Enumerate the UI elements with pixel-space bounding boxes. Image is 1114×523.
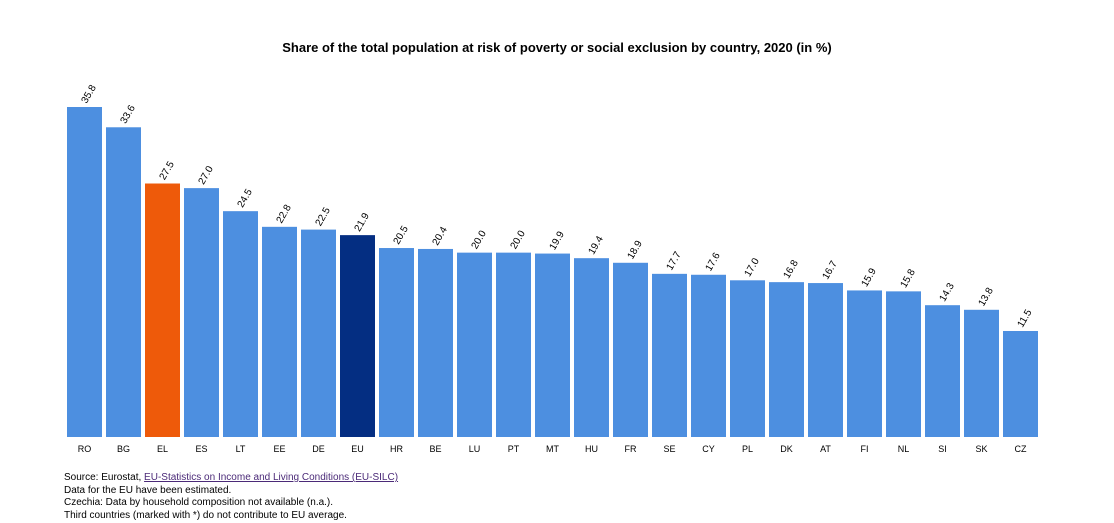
bar-si bbox=[925, 305, 960, 437]
value-label-ee: 22.8 bbox=[275, 203, 294, 226]
bar-cy bbox=[691, 274, 726, 437]
bar-ro bbox=[67, 107, 102, 437]
bar-pl bbox=[730, 280, 765, 437]
bar-hr bbox=[379, 248, 414, 437]
value-label-es: 27.0 bbox=[197, 164, 216, 187]
bar-ee bbox=[262, 226, 297, 437]
bar-eu bbox=[340, 235, 375, 437]
x-tick-fi: FI bbox=[861, 444, 869, 454]
bar-sk bbox=[964, 309, 999, 437]
value-label-pt: 20.0 bbox=[509, 228, 528, 251]
bar-bg bbox=[106, 127, 141, 437]
bar-dk bbox=[769, 282, 804, 437]
x-tick-be: BE bbox=[429, 444, 441, 454]
value-label-bg: 33.6 bbox=[119, 103, 138, 126]
bar-mt bbox=[535, 253, 570, 437]
source-line: Source: Eurostat, EU-Statistics on Incom… bbox=[64, 472, 398, 485]
bar-pt bbox=[496, 252, 531, 437]
bar-at bbox=[808, 283, 843, 437]
source-prefix: Source: Eurostat, bbox=[64, 472, 145, 483]
bar-nl bbox=[886, 291, 921, 437]
value-label-pl: 17.0 bbox=[743, 256, 762, 279]
value-label-fi: 15.9 bbox=[860, 266, 879, 289]
value-label-cz: 11.5 bbox=[1016, 307, 1035, 329]
x-tick-hu: HU bbox=[585, 444, 598, 454]
bars-group bbox=[67, 107, 1038, 437]
x-tick-cz: CZ bbox=[1015, 444, 1027, 454]
note-czechia: Czechia: Data by household composition n… bbox=[64, 497, 334, 508]
x-tick-fr: FR bbox=[625, 444, 637, 454]
bar-cz bbox=[1003, 330, 1038, 437]
value-label-de: 22.5 bbox=[314, 205, 333, 228]
x-tick-pt: PT bbox=[508, 444, 520, 454]
x-tick-se: SE bbox=[663, 444, 675, 454]
value-label-dk: 16.8 bbox=[782, 258, 801, 281]
x-tick-mt: MT bbox=[546, 444, 559, 454]
bar-se bbox=[652, 273, 687, 437]
bar-be bbox=[418, 248, 453, 437]
x-tick-ee: EE bbox=[273, 444, 285, 454]
x-tick-nl: NL bbox=[898, 444, 910, 454]
bar-fi bbox=[847, 290, 882, 437]
value-label-ro: 35.8 bbox=[80, 83, 99, 106]
x-tick-ro: RO bbox=[78, 444, 92, 454]
bar-lu bbox=[457, 252, 492, 437]
x-tick-eu: EU bbox=[351, 444, 364, 454]
x-tick-at: AT bbox=[820, 444, 831, 454]
value-label-hr: 20.5 bbox=[392, 224, 411, 247]
x-tick-cy: CY bbox=[702, 444, 715, 454]
value-label-eu: 21.9 bbox=[353, 211, 372, 234]
source-link[interactable]: EU-Statistics on Income and Living Condi… bbox=[144, 472, 399, 483]
x-tick-de: DE bbox=[312, 444, 325, 454]
x-tick-sk: SK bbox=[975, 444, 987, 454]
value-label-cy: 17.6 bbox=[704, 251, 723, 274]
value-label-si: 14.3 bbox=[938, 281, 957, 304]
bar-hu bbox=[574, 258, 609, 437]
value-label-el: 27.5 bbox=[158, 159, 177, 182]
x-tick-dk: DK bbox=[780, 444, 793, 454]
value-label-lt: 24.5 bbox=[236, 187, 255, 210]
bar-de bbox=[301, 229, 336, 437]
x-tick-el: EL bbox=[157, 444, 168, 454]
x-tick-si: SI bbox=[938, 444, 947, 454]
value-label-fr: 18.9 bbox=[626, 239, 645, 262]
value-label-sk: 13.8 bbox=[977, 286, 996, 309]
x-tick-lt: LT bbox=[236, 444, 246, 454]
chart-title: Share of the total population at risk of… bbox=[282, 40, 832, 55]
x-tick-es: ES bbox=[195, 444, 207, 454]
value-label-at: 16.7 bbox=[821, 259, 840, 282]
x-tick-labels-group: RO BG EL ES LT EE DE EU HR BE LU PT MT HU FR SE CY PL DK AT… bbox=[78, 444, 1027, 454]
value-label-hu: 19.4 bbox=[587, 234, 606, 257]
note-eu-estimated: Data for the EU have been estimated. bbox=[64, 484, 232, 496]
bar-es bbox=[184, 188, 219, 437]
value-label-nl: 15.8 bbox=[899, 267, 918, 290]
value-label-mt: 19.9 bbox=[548, 229, 567, 252]
bar-lt bbox=[223, 211, 258, 437]
bar-fr bbox=[613, 262, 648, 437]
value-label-be: 20.4 bbox=[431, 225, 450, 248]
x-tick-lu: LU bbox=[469, 444, 481, 454]
x-tick-hr: HR bbox=[390, 444, 403, 454]
chart-footer: Source: Eurostat, EU-Statistics on Incom… bbox=[64, 472, 398, 522]
value-label-se: 17.7 bbox=[665, 250, 684, 273]
bar-el bbox=[145, 183, 180, 437]
value-label-lu: 20.0 bbox=[470, 228, 489, 251]
x-tick-pl: PL bbox=[742, 444, 753, 454]
x-tick-bg: BG bbox=[117, 444, 130, 454]
note-third-countries: Third countries (marked with *) do not c… bbox=[64, 509, 347, 521]
